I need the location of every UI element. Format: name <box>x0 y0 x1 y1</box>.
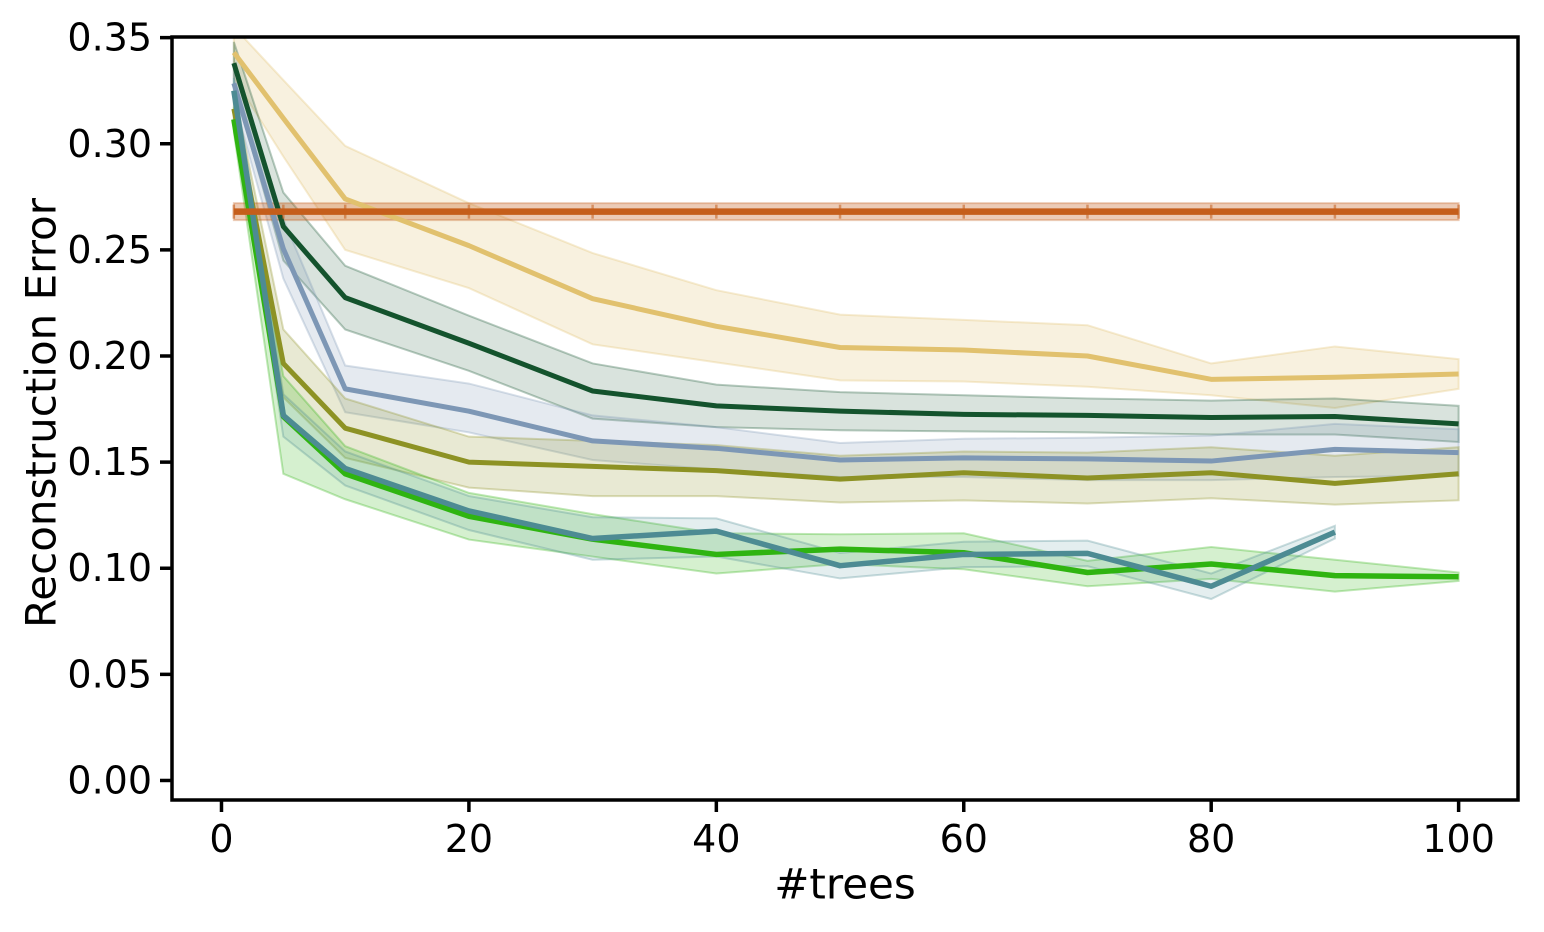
series-line-steel-blue <box>231 82 1459 464</box>
y-tick-label: 0.10 <box>67 546 152 590</box>
series-line-dark-green <box>231 62 1459 427</box>
x-tick-label: 20 <box>445 817 493 861</box>
band-bright-green <box>232 106 1460 593</box>
y-tick-label: 0.25 <box>67 228 152 272</box>
x-tick-label: 60 <box>940 817 988 861</box>
y-tick-label: 0.20 <box>67 334 152 378</box>
plot-area <box>231 37 1460 601</box>
x-tick-label: 40 <box>692 817 740 861</box>
y-tick-label: 0.05 <box>67 652 152 696</box>
y-tick-label: 0.15 <box>67 440 152 484</box>
y-axis-label: Reconstruction Error <box>16 197 66 629</box>
series-line-teal <box>231 90 1337 590</box>
band-sand <box>232 37 1460 410</box>
series-line-sand <box>231 50 1459 382</box>
x-tick-label: 100 <box>1422 817 1495 861</box>
band-teal <box>232 77 1336 601</box>
band-dark-green <box>232 41 1460 444</box>
axes-spines <box>170 35 1520 802</box>
y-tick-label: 0.30 <box>67 122 152 166</box>
x-axis-label: #trees <box>774 859 916 909</box>
x-tick-label: 0 <box>209 817 233 861</box>
x-tick-label: 80 <box>1187 817 1235 861</box>
y-tick-label: 0.00 <box>67 758 152 802</box>
series-line-bright-green <box>231 118 1459 580</box>
series-line-olive <box>231 108 1459 486</box>
y-tick-label: 0.35 <box>67 16 152 60</box>
